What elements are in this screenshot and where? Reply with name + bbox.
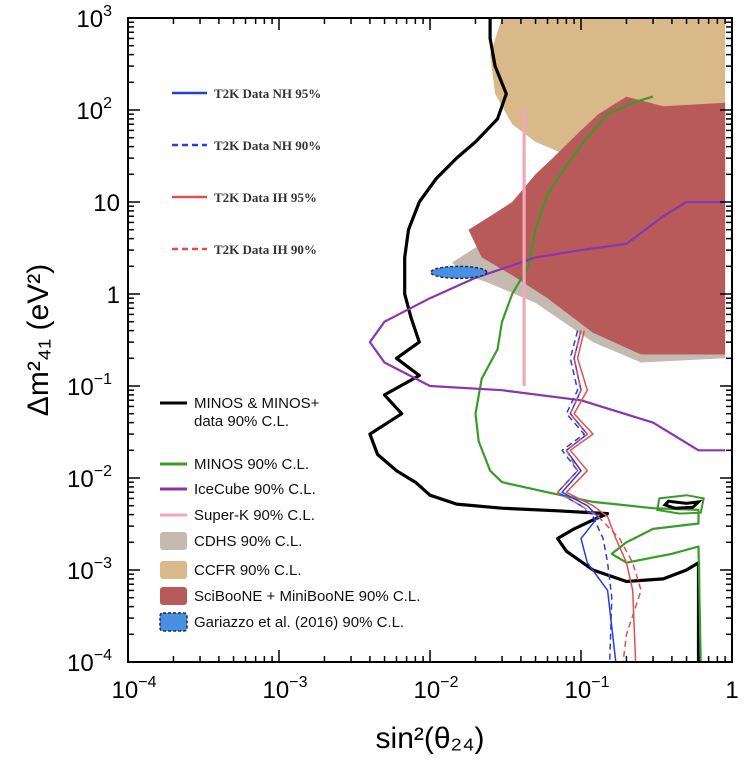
tick-base: 10 (67, 466, 94, 493)
x-tick-label: 10−4 (112, 674, 157, 704)
tick-exponent: 3 (103, 3, 112, 20)
tick-base: 1 (107, 282, 120, 309)
axis-ticks (127, 18, 732, 663)
tick-exponent: −2 (440, 674, 458, 691)
tick-base: 10 (67, 650, 94, 677)
tick-exponent: −1 (94, 371, 112, 388)
tick-exponent: −3 (289, 674, 307, 691)
legend-label: CCFR 90% C.L. (194, 562, 302, 579)
gariazzo-ellipse (429, 265, 488, 280)
y-tick-label: 10−4 (67, 647, 112, 677)
legend-swatch-box (160, 587, 187, 605)
curve-t2k-data-nh-95 (561, 330, 617, 663)
tick-base: 10 (414, 677, 441, 704)
legend-t2k-label: T2K Data IH 95% (214, 190, 317, 205)
x-tick-label: 10−2 (414, 674, 459, 704)
tick-base: 10 (76, 98, 103, 125)
y-tick-label: 10−3 (67, 555, 112, 585)
x-tick-label: 1 (725, 677, 738, 704)
legend-swatch-box (160, 532, 187, 550)
tick-base: 10 (67, 374, 94, 401)
tick-labels: 10−4 10−3 10−2 10−1 110−410−310−210−11101021… (67, 3, 739, 704)
tick-base: 10 (112, 677, 139, 704)
curve-minos-90-c-l (474, 95, 702, 663)
curve-t2k-data-ih-90 (556, 330, 642, 663)
legend-t2k-label: T2K Data IH 90% (214, 242, 317, 257)
y-tick-label: 102 (76, 95, 112, 125)
tick-exponent: 2 (103, 95, 112, 112)
legend-t2k-label: T2K Data NH 95% (214, 86, 321, 101)
legend-label: IceCube 90% C.L. (194, 481, 316, 498)
curve-icecube-90-c-l (368, 200, 726, 452)
legend-label: CDHS 90% C.L. (194, 533, 302, 550)
curve-minos-island (656, 494, 705, 515)
legend-swatch-box (159, 612, 188, 632)
x-tick-label: 10−3 (263, 674, 308, 704)
tick-exponent: −4 (138, 674, 156, 691)
legend-label: SciBooNE + MiniBooNE 90% C.L. (194, 588, 420, 605)
y-tick-label: 10−1 (67, 371, 112, 401)
t2k-legend: T2K Data NH 95% T2K Data NH 90% T2K Data I… (172, 86, 321, 257)
y-tick-label: 10 (93, 190, 120, 217)
region-sciboone-miniboone-90-c-l (468, 96, 726, 355)
main-legend: MINOS & MINOS+data 90% C.L. MINOS 90% C.L… (159, 395, 420, 632)
tick-base: 10 (76, 6, 103, 33)
legend-label: data 90% C.L. (194, 413, 289, 430)
curve-minos-minos-island (662, 499, 703, 510)
tick-exponent: −1 (591, 674, 609, 691)
legend-label: Super-K 90% C.L. (194, 507, 315, 524)
y-tick-label: 10−2 (67, 463, 112, 493)
legend-swatch-box (160, 561, 187, 579)
curve-t2k-data-nh-90 (556, 330, 613, 663)
tick-base: 10 (93, 190, 120, 217)
legend-label: Gariazzo et al. (2016) 90% C.L. (194, 614, 404, 631)
excluded-regions (452, 18, 726, 363)
legend-label: MINOS 90% C.L. (194, 456, 309, 473)
tick-exponent: −2 (94, 463, 112, 480)
y-tick-label: 1 (107, 282, 120, 309)
legend-label: MINOS & MINOS+ (194, 395, 320, 412)
y-axis-title: Δm²₄₁ (eV²) (22, 264, 55, 416)
tick-exponent: −4 (94, 647, 112, 664)
x-tick-label: 10−1 (565, 674, 610, 704)
y-tick-label: 103 (76, 3, 112, 33)
tick-base: 1 (725, 677, 738, 704)
tick-base: 10 (67, 558, 94, 585)
contour-curves (368, 18, 726, 663)
curve-minos-minos-data-90-c-l (368, 18, 701, 662)
legend-t2k-label: T2K Data NH 90% (214, 138, 321, 153)
curve-t2k-data-ih-95 (565, 330, 637, 663)
tick-base: 10 (263, 677, 290, 704)
tick-exponent: −3 (94, 555, 112, 572)
tick-base: 10 (565, 677, 592, 704)
x-axis-title: sin²(θ₂₄) (376, 722, 485, 755)
